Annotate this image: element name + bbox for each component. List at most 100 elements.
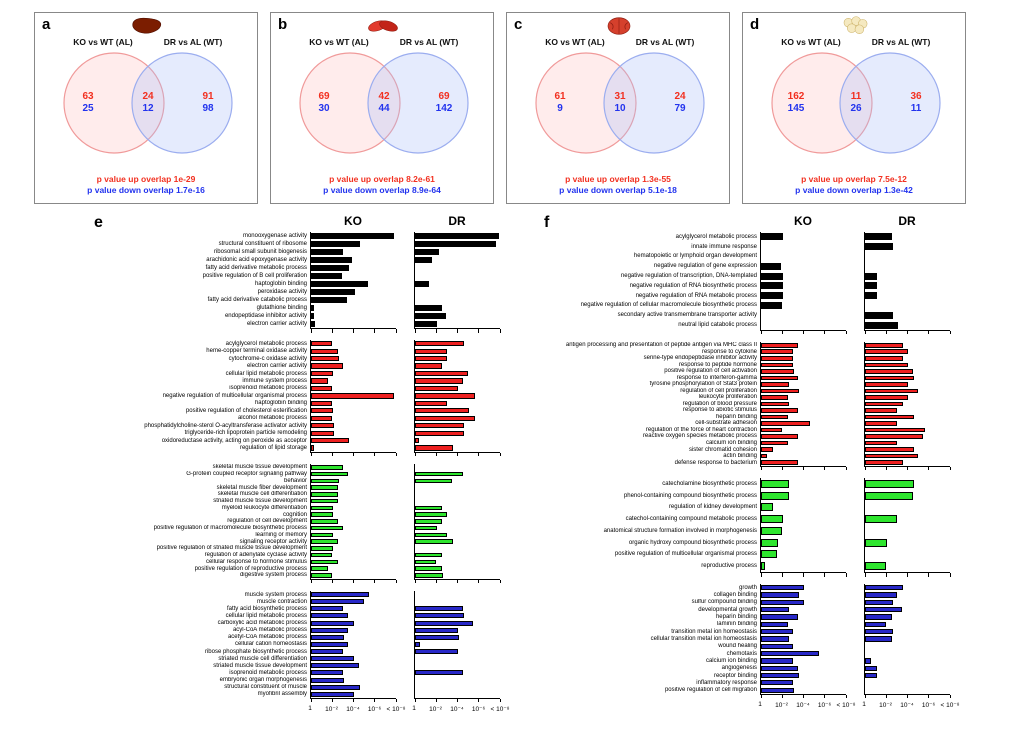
category-label: striated muscle tissue development xyxy=(213,662,307,669)
bar xyxy=(311,546,334,551)
bar-row xyxy=(311,312,396,320)
bar-row xyxy=(865,537,950,549)
bar-row xyxy=(415,444,500,451)
axis-tick xyxy=(845,694,847,699)
bar-row xyxy=(761,513,846,525)
bar-row xyxy=(415,347,500,354)
category-label: actin binding xyxy=(723,453,757,460)
bar xyxy=(415,393,475,399)
bar-row xyxy=(311,280,396,288)
axis-tick xyxy=(824,573,826,577)
bar xyxy=(865,585,904,591)
bar-row xyxy=(311,565,396,572)
bar-row xyxy=(415,355,500,362)
x-tick-label: 10⁻⁶ xyxy=(921,702,936,709)
category-label: fatty acid derivative metabolic process xyxy=(205,265,307,271)
category-label: fatty acid biosynthetic process xyxy=(226,605,307,612)
bar-row xyxy=(415,377,500,384)
bar-row xyxy=(311,240,396,248)
axis-tick xyxy=(310,329,312,333)
bar-row xyxy=(415,532,500,539)
bar-row xyxy=(415,400,500,407)
category-label: inflammatory response xyxy=(696,679,757,686)
left-up-count: 69 xyxy=(318,91,330,102)
bar xyxy=(761,395,788,400)
axis-tick xyxy=(949,573,951,577)
bar-row xyxy=(311,362,396,369)
bar-row xyxy=(761,401,846,408)
category-label: arachidonic acid epoxygenase activity xyxy=(206,257,307,263)
axis-tick xyxy=(353,452,354,457)
axis-tick xyxy=(803,330,804,335)
axis-tick xyxy=(949,330,951,335)
category-label: chemotaxis xyxy=(726,650,757,657)
bar xyxy=(761,414,788,420)
overlap-up-count: 24 xyxy=(142,91,154,102)
bar xyxy=(311,485,338,490)
bar-row xyxy=(761,349,846,356)
bar-row xyxy=(415,648,500,655)
bar xyxy=(865,321,898,329)
bar-row xyxy=(415,415,500,422)
bar-row xyxy=(415,240,500,248)
bar-row xyxy=(311,677,396,684)
bar-row xyxy=(311,662,396,669)
category-label: catechol-containing compound metabolic p… xyxy=(625,516,757,523)
bar-row xyxy=(311,669,396,676)
x-tick-label: < 10⁻⁸ xyxy=(490,706,510,713)
category-label: reproductive process xyxy=(701,563,757,570)
bar-row xyxy=(311,377,396,384)
bar xyxy=(865,388,919,394)
bar-row xyxy=(311,385,396,392)
axis-tick xyxy=(928,573,930,577)
bar xyxy=(311,613,349,619)
bar xyxy=(761,585,804,591)
bar xyxy=(761,292,784,300)
bar-chart-dr xyxy=(864,232,951,335)
category-labels: muscle system process muscle contraction f… xyxy=(88,591,310,699)
venn-panel-b: b KO vs WT (AL) DR vs AL (WT) 69 30 42 44 69 142… xyxy=(270,12,494,204)
bar-row xyxy=(865,342,950,349)
bar xyxy=(311,265,350,271)
bar-row xyxy=(415,256,500,264)
bar-chart-dr xyxy=(414,591,501,703)
right-set-label: DR vs AL (WT) xyxy=(163,37,223,47)
bar xyxy=(865,447,914,452)
spacer xyxy=(846,232,864,331)
axis-tick xyxy=(395,698,397,703)
axis-tick xyxy=(499,579,501,584)
bar-row xyxy=(865,635,950,642)
bar-row xyxy=(311,691,396,698)
bar xyxy=(311,649,343,655)
axis-tick xyxy=(864,573,866,577)
bar-row xyxy=(865,672,950,679)
category-label: ribose phosphate biosynthetic process xyxy=(204,648,307,655)
bar-row xyxy=(761,310,846,320)
panel-letter: f xyxy=(544,214,550,231)
bar xyxy=(865,479,914,488)
bar xyxy=(415,408,470,414)
category-label: positive regulation of cell activation xyxy=(664,368,757,375)
bar xyxy=(761,453,768,459)
bar xyxy=(415,321,438,327)
right-up-count: 69 xyxy=(438,91,450,102)
category-label: skeletal muscle tissue development xyxy=(212,464,307,471)
bar-chart-dr xyxy=(864,342,951,471)
bar-row xyxy=(761,537,846,549)
right-down-count: 142 xyxy=(435,102,453,114)
bar-chart-dr xyxy=(414,340,501,457)
bar xyxy=(761,607,789,613)
bar-chart-ko xyxy=(760,342,847,471)
bar xyxy=(761,388,800,394)
bar xyxy=(311,348,338,354)
axis-tick xyxy=(353,579,354,584)
category-label: collagen binding xyxy=(713,591,757,598)
bar-row xyxy=(761,271,846,281)
category-label: monooxygenase activity xyxy=(242,233,307,239)
bar-row xyxy=(865,401,950,408)
category-label: positive regulation of multicellular org… xyxy=(614,551,757,558)
bar-row xyxy=(415,392,500,399)
bar-row xyxy=(865,261,950,271)
p-value-down: p value down overlap 8.9e-64 xyxy=(323,185,441,195)
bar-row xyxy=(415,320,500,328)
